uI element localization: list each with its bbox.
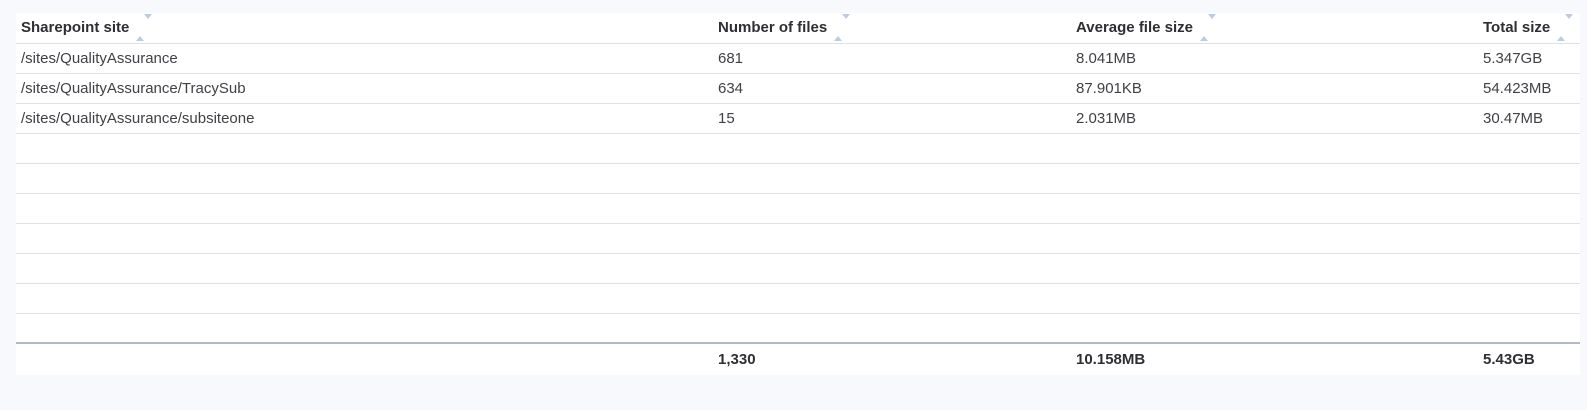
sharepoint-sites-table: Sharepoint site Number of files Average … [16,13,1580,375]
empty-row [16,133,1580,164]
empty-row [16,313,1580,344]
cell-avg-size: 87.901KB [1071,73,1478,104]
empty-cell [1071,133,1478,164]
empty-cell [713,133,1071,164]
totals-cell-avg-size: 10.158MB [1071,342,1478,375]
cell-total-size: 5.347GB [1478,43,1580,74]
empty-cell [1478,193,1580,224]
empty-cell [713,313,1071,344]
empty-cell [1478,313,1580,344]
column-header-label: Average file size [1076,19,1194,37]
empty-cell [1478,223,1580,254]
sort-icon[interactable] [834,13,851,41]
cell-files: 634 [713,73,1071,104]
sharepoint-sites-table-card: Sharepoint site Number of files Average … [16,13,1580,375]
empty-cell [1071,223,1478,254]
column-header-label: Total size [1483,19,1551,37]
empty-cell [16,283,713,314]
empty-row [16,193,1580,224]
empty-cell [713,283,1071,314]
empty-cell [1478,253,1580,284]
empty-row [16,253,1580,284]
cell-avg-size: 2.031MB [1071,103,1478,134]
empty-cell [713,223,1071,254]
sort-icon[interactable] [1557,13,1574,41]
column-header-number-of-files[interactable]: Number of files [713,13,1071,44]
cell-avg-size: 8.041MB [1071,43,1478,74]
cell-total-size: 54.423MB [1478,73,1580,104]
table-row[interactable]: /sites/QualityAssurance/subsiteone 15 2.… [16,103,1580,134]
table-row[interactable]: /sites/QualityAssurance/TracySub 634 87.… [16,73,1580,104]
empty-cell [16,313,713,344]
empty-cell [1071,283,1478,314]
empty-cell [1478,283,1580,314]
table-header-row: Sharepoint site Number of files Average … [16,13,1580,44]
cell-files: 681 [713,43,1071,74]
empty-cell [713,253,1071,284]
cell-site: /sites/QualityAssurance [16,43,713,74]
cell-files: 15 [713,103,1071,134]
table-totals-row: 1,330 10.158MB 5.43GB [16,342,1580,375]
empty-cell [16,133,713,164]
totals-cell-total-size: 5.43GB [1478,342,1580,375]
empty-cell [16,163,713,194]
empty-cell [1478,163,1580,194]
cell-site: /sites/QualityAssurance/subsiteone [16,103,713,134]
totals-cell-site [16,342,713,375]
empty-cell [1071,193,1478,224]
column-header-average-file-size[interactable]: Average file size [1071,13,1478,44]
column-header-label: Sharepoint site [21,19,130,37]
empty-row [16,163,1580,194]
empty-cell [16,193,713,224]
column-header-sharepoint-site[interactable]: Sharepoint site [16,13,713,44]
totals-cell-files: 1,330 [713,342,1071,375]
cell-site: /sites/QualityAssurance/TracySub [16,73,713,104]
empty-cell [1071,253,1478,284]
column-header-total-size[interactable]: Total size [1478,13,1580,44]
empty-cell [713,163,1071,194]
sort-icon[interactable] [136,13,153,41]
empty-cell [1071,313,1478,344]
sort-icon[interactable] [1200,13,1217,41]
table-body: /sites/QualityAssurance 681 8.041MB 5.34… [16,43,1580,344]
empty-cell [1478,133,1580,164]
cell-total-size: 30.47MB [1478,103,1580,134]
table-row[interactable]: /sites/QualityAssurance 681 8.041MB 5.34… [16,43,1580,74]
empty-cell [713,193,1071,224]
empty-row [16,223,1580,254]
empty-cell [16,223,713,254]
empty-cell [16,253,713,284]
empty-row [16,283,1580,314]
column-header-label: Number of files [718,19,828,37]
empty-cell [1071,163,1478,194]
